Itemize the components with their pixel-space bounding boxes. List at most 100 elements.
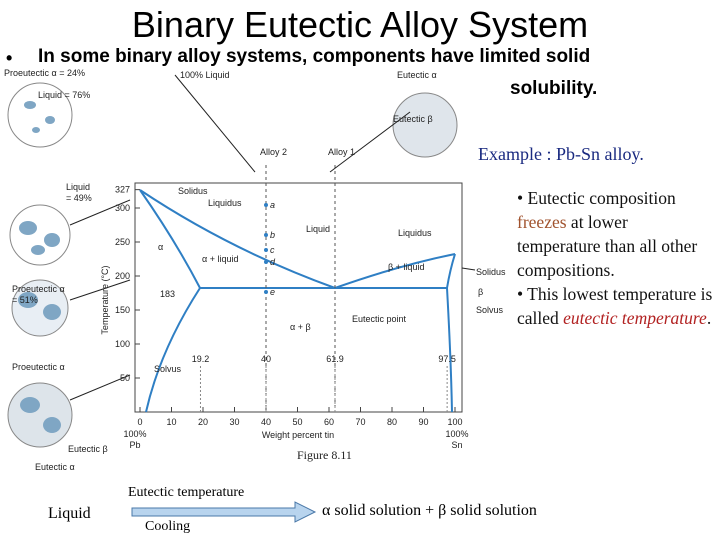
point-label: e (270, 287, 275, 297)
label: β + liquid (388, 262, 424, 272)
label: Eutectic point (352, 314, 407, 324)
plot-frame (134, 182, 463, 413)
point-label: a (270, 200, 275, 210)
label: Liquid (306, 224, 330, 234)
label: Proeutectic α (12, 284, 65, 294)
end-label: 100% (445, 429, 468, 439)
grains (18, 101, 61, 433)
label: = 51% (12, 295, 38, 305)
end-label: Sn (451, 440, 462, 450)
label: Alloy 2 (260, 147, 287, 157)
x-tick-label: 60 (324, 417, 334, 427)
cooling-end: α solid solution + β solid solution (322, 502, 537, 519)
label: Eutectic β (68, 444, 108, 454)
y-tick-label: 327 (115, 185, 130, 195)
note-highlight: freezes (517, 212, 567, 232)
solidus-line (446, 253, 456, 289)
point (264, 203, 268, 207)
y-tick-label: 250 (115, 237, 130, 247)
note: . (706, 308, 712, 328)
end-label: 100% (123, 429, 146, 439)
label: Proeutectic α (12, 362, 65, 372)
cooling-start: Liquid (48, 505, 91, 522)
bullet-line: In some binary alloy systems, components… (38, 46, 591, 67)
label: α (158, 242, 163, 252)
y-tick-label: 300 (115, 203, 130, 213)
y-axis-label: Temperature (°C) (100, 265, 110, 334)
label: Eutectic α (35, 462, 75, 472)
caption: Figure 8.11 (297, 448, 352, 462)
end-label: Pb (129, 440, 140, 450)
x-tick-label: 90 (418, 417, 428, 427)
title: Binary Eutectic Alloy System (131, 4, 589, 45)
label: Alloy 1 (328, 147, 355, 157)
y-tick-label: 200 (115, 271, 130, 281)
point (264, 290, 268, 294)
x-tick-label: 10 (166, 417, 176, 427)
example: Example : Pb-Sn alloy. (478, 144, 644, 164)
bullet-line: solubility. (510, 78, 598, 99)
point-label: d (270, 257, 276, 267)
note: • Eutectic composition (517, 188, 676, 208)
point-label: c (270, 245, 275, 255)
point (264, 260, 268, 264)
label: Proeutectic α = 24% (4, 68, 85, 78)
x-axis-label: Weight percent tin (262, 430, 334, 440)
eutectic-temp: 183 (160, 289, 175, 299)
label: Solidus (178, 186, 208, 196)
label: α + liquid (202, 254, 238, 264)
composition-label: 19.2 (192, 354, 210, 364)
label: Solvus (476, 305, 504, 315)
x-tick-label: 70 (355, 417, 365, 427)
micrograph (9, 204, 71, 266)
x-tick-label: 80 (387, 417, 397, 427)
point-label: b (270, 230, 275, 240)
label: Eutectic α (397, 70, 437, 80)
label: Liquid (66, 182, 90, 192)
x-tick-label: 50 (292, 417, 302, 427)
cooling-below: Cooling (145, 519, 191, 534)
bullet-marker: • (6, 48, 13, 68)
label: Solvus (154, 364, 182, 374)
micrograph (7, 82, 73, 148)
composition-label: 97.5 (438, 354, 456, 364)
solidus-line (139, 189, 201, 289)
composition-label: 61.9 (326, 354, 344, 364)
label: 100% Liquid (180, 70, 230, 80)
note-highlight: eutectic temperature (563, 308, 707, 328)
point (264, 248, 268, 252)
label: Liquidus (208, 198, 242, 208)
cooling-above: Eutectic temperature (128, 485, 245, 500)
label: α + β (290, 322, 311, 332)
x-tick-label: 0 (137, 417, 142, 427)
liquidus-line (139, 189, 336, 289)
label: Liquidus (398, 228, 432, 238)
y-tick-label: 150 (115, 305, 130, 315)
label: Eutectic β (393, 114, 433, 124)
x-tick-label: 20 (198, 417, 208, 427)
arrow (131, 501, 317, 523)
solvus-line (446, 287, 453, 413)
phase-lines (139, 189, 456, 413)
label: Liquid = 76% (38, 90, 90, 100)
micrograph (7, 382, 73, 448)
liquidus-line (334, 253, 456, 289)
pointers (69, 74, 476, 401)
composition-label: 40 (261, 354, 271, 364)
label: β (478, 287, 483, 297)
solvus-line (145, 287, 201, 413)
label: Solidus (476, 267, 506, 277)
notes: • Eutectic composition freezes at lower … (517, 186, 713, 330)
cooling-arrow (131, 501, 317, 523)
x-tick-label: 40 (261, 417, 271, 427)
micrograph (392, 92, 458, 158)
y-tick-label: 100 (115, 339, 130, 349)
label: = 49% (66, 193, 92, 203)
y-tick-label: 50 (120, 373, 130, 383)
note: • This lowest temperature is called (517, 284, 713, 328)
point (264, 233, 268, 237)
note: at lower temperature than all other comp… (517, 212, 698, 280)
x-tick-label: 30 (229, 417, 239, 427)
